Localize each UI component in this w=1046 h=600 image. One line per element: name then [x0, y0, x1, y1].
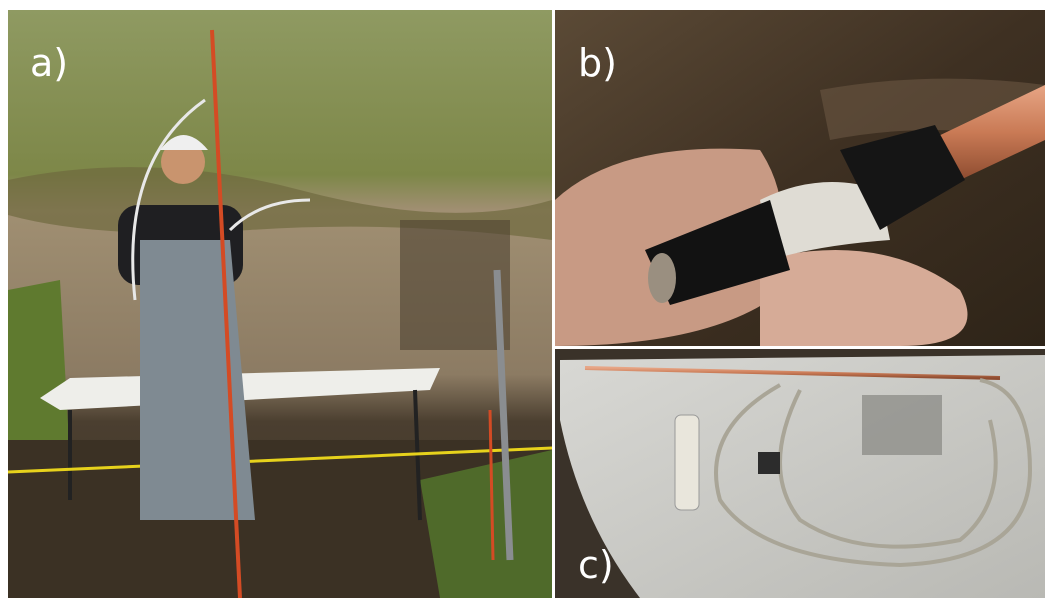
panel-c-photo [555, 349, 1045, 598]
panel-a-photo [8, 10, 552, 598]
panel-label: c) [578, 543, 614, 587]
panel-label: a) [30, 41, 68, 85]
panel-b-photo [555, 10, 1045, 346]
figure: a) b) c) [0, 0, 1046, 600]
panel-label: b) [578, 41, 617, 85]
